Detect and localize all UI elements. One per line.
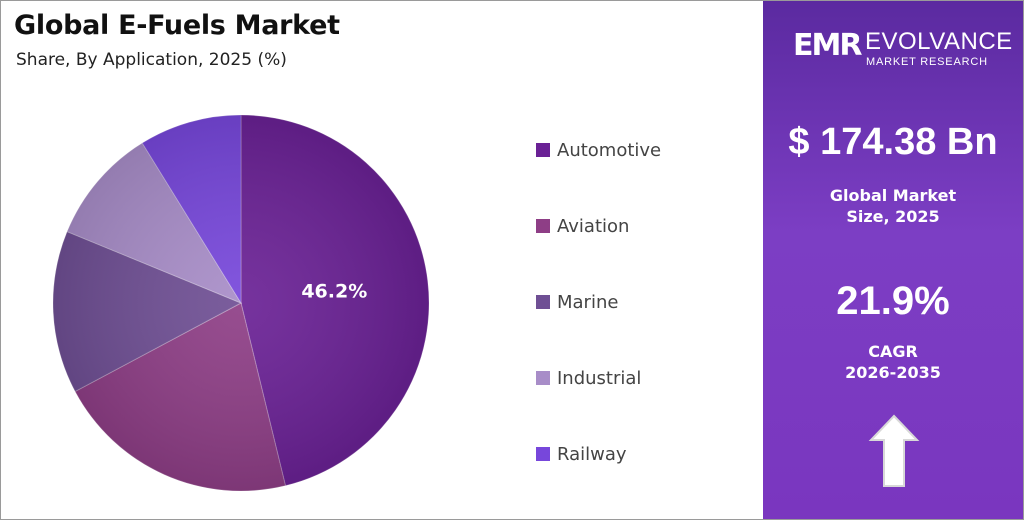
legend-label-railway: Railway <box>557 443 627 465</box>
legend-item-industrial: Industrial <box>536 366 736 390</box>
legend-swatch-industrial <box>536 371 550 385</box>
brand-logo: EMR EVOLVANCE MARKET RESEARCH <box>793 25 1013 73</box>
legend-swatch-aviation <box>536 219 550 233</box>
summary-panel: EMR EVOLVANCE MARKET RESEARCH $ 174.38 B… <box>763 1 1023 519</box>
pie-slices <box>52 114 430 492</box>
legend-label-industrial: Industrial <box>557 367 642 389</box>
legend-item-marine: Marine <box>536 290 736 314</box>
brand-mark: EMR <box>793 28 862 63</box>
cagr-label: CAGR 2026-2035 <box>813 341 973 383</box>
legend-swatch-marine <box>536 295 550 309</box>
legend-item-automotive: Automotive <box>536 138 736 162</box>
legend-swatch-automotive <box>536 143 550 157</box>
legend-swatch-railway <box>536 447 550 461</box>
cagr-label-line-1: CAGR <box>868 342 918 361</box>
legend-label-automotive: Automotive <box>557 139 662 161</box>
chart-title: Global E-Fuels Market <box>14 10 340 41</box>
market-size-value: $ 174.38 Bn <box>788 121 998 163</box>
chart-subtitle: Share, By Application, 2025 (%) <box>16 50 287 70</box>
pie-label-automotive: 46.2% <box>301 280 367 302</box>
legend-item-railway: Railway <box>536 442 736 466</box>
legend-item-aviation: Aviation <box>536 214 736 238</box>
market-size-label-line-1: Global Market <box>829 186 957 205</box>
brand-name: EVOLVANCE <box>865 28 1013 55</box>
pie-chart: 46.2% <box>52 114 430 492</box>
pie-data-labels: 46.2% <box>301 280 367 302</box>
legend-label-marine: Marine <box>557 291 619 313</box>
market-size-label: Global Market Size, 2025 <box>813 185 973 227</box>
market-size-label-line-2: Size, 2025 <box>846 207 940 226</box>
brand-tagline: MARKET RESEARCH <box>866 56 988 68</box>
legend-label-aviation: Aviation <box>557 215 630 237</box>
cagr-label-line-2: 2026-2035 <box>845 363 941 382</box>
cagr-value: 21.9% <box>836 279 950 323</box>
up-arrow-icon <box>868 414 920 487</box>
